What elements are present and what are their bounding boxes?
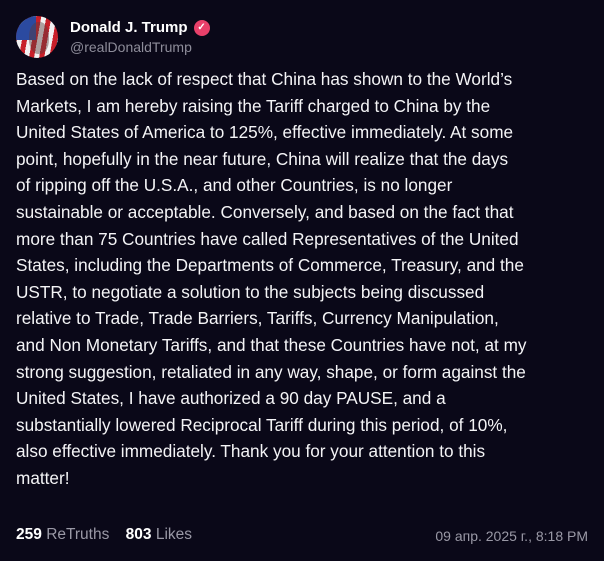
post-text-line: Based on the lack of respect that China …: [16, 69, 513, 89]
post-text-line: point, hopefully in the near future, Chi…: [16, 148, 509, 169]
post-text-line: United States, I have authorized a 90 da…: [16, 388, 446, 409]
post-text-line: strong suggestion, retaliated in any way…: [16, 361, 526, 382]
likes-count: 803: [125, 526, 152, 543]
post-body: Based on the lack of respect that China …: [16, 66, 596, 492]
post-timestamp[interactable]: 09 апр. 2025 г., 8:18 PM: [435, 528, 588, 544]
avatar[interactable]: [16, 16, 58, 58]
post-text-line: USTR, to negotiate a solution to the sub…: [16, 281, 485, 302]
author-handle[interactable]: @realDonaldTrump: [70, 39, 192, 55]
post-text-line: of ripping off the U.S.A., and other Cou…: [16, 175, 453, 196]
likes-label: Likes: [155, 526, 193, 543]
post-header: Donald J. Trump ✓ @realDonaldTrump: [16, 16, 210, 58]
retruths-count: 259: [16, 526, 42, 543]
post-text-line: United States of America to 125%, effect…: [16, 122, 514, 143]
retruths-label: ReTruths: [46, 526, 110, 543]
post-text-line: more than 75 Countries have called Repre…: [16, 228, 519, 249]
retruths-stat[interactable]: 259 ReTruths: [16, 526, 109, 543]
post-text-line: substantially lowered Reciprocal Tariff …: [16, 414, 508, 435]
post-text-line: Markets, I am hereby raising the Tariff …: [16, 95, 491, 116]
author-name[interactable]: Donald J. Trump: [70, 19, 188, 36]
post-text-line: States, including the Departments of Com…: [16, 255, 524, 276]
post-text-line: and Non Monetary Tariffs, and that these…: [16, 334, 527, 355]
post-text-line: sustainable or acceptable. Conversely, a…: [16, 201, 514, 222]
post-footer: 259 ReTruths 803 Likes 09 апр. 2025 г., …: [16, 526, 588, 544]
post-text-line: relative to Trade, Trade Barriers, Tarif…: [16, 308, 499, 329]
likes-stat[interactable]: 803 Likes: [126, 526, 192, 543]
verified-badge-icon: ✓: [193, 19, 210, 36]
post-text-line: matter!: [16, 467, 70, 488]
post-text-line: also effective immediately. Thank you fo…: [16, 441, 486, 462]
